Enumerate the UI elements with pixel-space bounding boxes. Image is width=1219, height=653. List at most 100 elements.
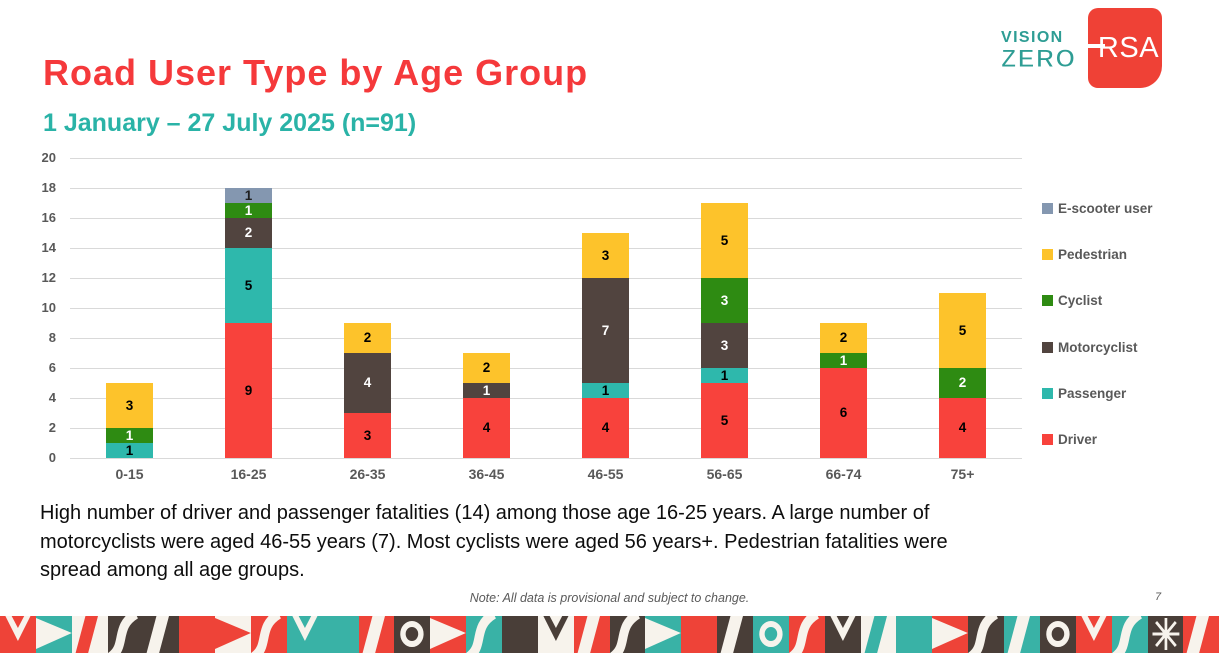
- bar-segment-driver-46-55: 4: [582, 398, 629, 458]
- collage-shape-wedge: [932, 618, 969, 649]
- footer-collage: [0, 616, 1219, 653]
- summary-line: spread among all age groups.: [40, 559, 305, 581]
- summary-line: High number of driver and passenger fata…: [40, 502, 930, 524]
- bar-segment-pedestrian-66-74: 2: [820, 323, 867, 353]
- collage-tile: [932, 616, 969, 653]
- bar-segment-driver-75-: 4: [939, 398, 986, 458]
- collage-shape-star: [1151, 618, 1179, 650]
- collage-tile: [502, 616, 538, 653]
- y-axis-tick-label: 6: [48, 360, 56, 375]
- y-axis-tick-label: 12: [41, 270, 56, 285]
- collage-tile: [251, 616, 287, 653]
- legend-label: Passenger: [1058, 385, 1127, 401]
- legend-swatch-cyclist: [1042, 295, 1053, 307]
- legend-swatch-e-scooter-user: [1042, 203, 1053, 214]
- collage-tile: [1075, 616, 1112, 653]
- bar-segment-e-scooter-user-16-25: 1: [225, 188, 272, 203]
- legend-label: Pedestrian: [1058, 247, 1128, 263]
- page-number: 7: [1154, 591, 1162, 603]
- legend-label: Driver: [1058, 432, 1098, 447]
- x-axis-label-0-15: 0-15: [115, 466, 144, 482]
- x-axis-label-36-45: 36-45: [468, 466, 505, 482]
- collage-shape-vee: [5, 616, 31, 641]
- collage-tile: [681, 616, 718, 653]
- collage-tile: [609, 616, 646, 653]
- collage-tile: [394, 616, 431, 653]
- collage-tile: [358, 616, 395, 653]
- bar-segment-driver-66-74: 6: [820, 368, 867, 458]
- bar-segment-motorcyclist-36-45: 1: [463, 383, 510, 398]
- collage-shape-ring: [759, 621, 783, 647]
- legend-item-passenger: Passenger: [1042, 386, 1126, 401]
- bar-segment-passenger-46-55: 1: [582, 383, 629, 398]
- y-axis-tick-label: 4: [48, 390, 56, 405]
- legend-swatch-passenger: [1042, 387, 1053, 399]
- bar-segment-passenger-16-25: 5: [225, 248, 272, 323]
- bar-segment-pedestrian-26-35: 2: [344, 323, 391, 353]
- bar-segment-motorcyclist-26-35: 4: [344, 353, 391, 413]
- collage-tile: [1111, 616, 1148, 653]
- gridline: [70, 428, 1022, 429]
- collage-shape-curve: [1111, 616, 1142, 653]
- legend-item-e-scooter-user: E-scooter user: [1042, 201, 1153, 216]
- collage-tile: [824, 616, 861, 653]
- bar-segment-cyclist-75-: 2: [939, 368, 986, 398]
- rsa-logo-text: RSA: [1097, 31, 1160, 64]
- collage-tile: [537, 616, 574, 653]
- collage-shape-slash: [147, 616, 170, 653]
- collage-shape-slash: [75, 616, 98, 653]
- y-axis-tick-label: 10: [41, 300, 56, 315]
- y-axis-tick-label: 20: [41, 150, 56, 165]
- collage-tile: [1039, 616, 1076, 653]
- x-axis-label-16-25: 16-25: [230, 466, 267, 482]
- collage-shape-slash: [1186, 616, 1210, 653]
- bar-segment-motorcyclist-46-55: 7: [582, 278, 629, 383]
- collage-tile: [788, 616, 825, 653]
- vision-zero-logo: VISION ZERO: [1001, 30, 1076, 72]
- collage-tile: [179, 616, 216, 653]
- legend-item-driver: Driver: [1042, 432, 1097, 447]
- collage-shape-wedge: [35, 618, 72, 649]
- legend-swatch-driver: [1042, 434, 1053, 445]
- gridline: [70, 278, 1022, 279]
- note-text: Note: All data is provisional and subjec…: [469, 591, 750, 605]
- y-axis-tick-label: 16: [41, 210, 56, 225]
- bar-segment-motorcyclist-56-65: 3: [701, 323, 748, 368]
- collage-tile: [968, 616, 1005, 653]
- bar-segment-driver-36-45: 4: [463, 398, 510, 458]
- collage-shape-slash: [864, 616, 887, 653]
- collage-shape-curve: [466, 616, 497, 653]
- bar-segment-driver-26-35: 3: [344, 413, 391, 458]
- collage-shape-slash: [1007, 616, 1031, 653]
- collage-tile: [645, 616, 682, 653]
- bar-segment-passenger-0-15: 1: [106, 443, 153, 458]
- gridline: [70, 308, 1022, 309]
- y-axis-tick-label: 14: [41, 240, 56, 255]
- gridline: [70, 458, 1022, 459]
- legend-label: Cyclist: [1058, 293, 1103, 309]
- y-axis-tick-label: 0: [48, 450, 56, 465]
- collage-tile: [753, 616, 789, 653]
- summary-text: High number of driver and passenger fata…: [40, 499, 1160, 585]
- bar-segment-pedestrian-36-45: 2: [463, 353, 510, 383]
- gridline: [70, 338, 1022, 339]
- gridline: [70, 248, 1022, 249]
- vision-zero-logo-text-top: VISION: [1001, 29, 1064, 46]
- collage-shape-wedge: [645, 618, 682, 649]
- y-axis-tick-label: 8: [48, 330, 56, 345]
- collage-shape-vee: [1081, 616, 1107, 641]
- bar-segment-pedestrian-0-15: 3: [106, 383, 153, 428]
- collage-tile: [71, 616, 108, 653]
- legend-label: Motorcyclist: [1058, 339, 1138, 355]
- collage-tile: [1183, 616, 1219, 653]
- bar-segment-passenger-56-65: 1: [701, 368, 748, 383]
- legend-item-cyclist: Cyclist: [1042, 293, 1102, 308]
- bar-segment-cyclist-0-15: 1: [106, 428, 153, 443]
- y-axis-tick-label: 18: [41, 180, 56, 195]
- page-subtitle: 1 January – 27 July 2025 (n=91): [43, 109, 417, 137]
- bar-segment-cyclist-66-74: 1: [820, 353, 867, 368]
- y-axis-tick-label: 2: [48, 420, 56, 435]
- collage-tile: [430, 616, 467, 653]
- collage-shape-curve: [107, 616, 138, 653]
